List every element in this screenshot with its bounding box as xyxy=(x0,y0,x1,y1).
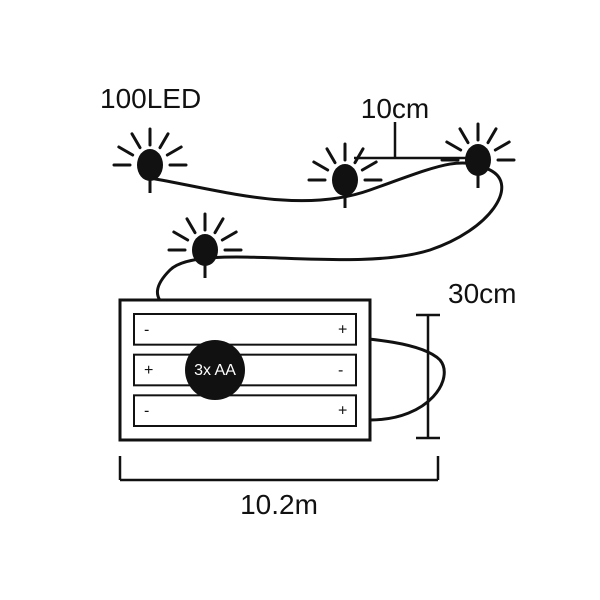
battery-box: - + + - - +3x AA xyxy=(120,300,370,440)
battery-slot xyxy=(134,314,356,345)
battery-slot xyxy=(134,395,356,426)
polarity-symbol: + xyxy=(144,362,153,379)
polarity-symbol: + xyxy=(338,403,347,420)
polarity-symbol: + xyxy=(338,321,347,338)
polarity-symbol: - xyxy=(338,362,343,379)
spacing-label: 10cm xyxy=(361,93,429,124)
polarity-symbol: - xyxy=(144,403,149,420)
polarity-symbol: - xyxy=(144,321,149,338)
lead-label: 30cm xyxy=(448,278,516,309)
battery-count-label: 3x AA xyxy=(194,362,236,379)
total-length-label: 10.2m xyxy=(240,489,318,520)
led-count-label: 100LED xyxy=(100,83,201,114)
